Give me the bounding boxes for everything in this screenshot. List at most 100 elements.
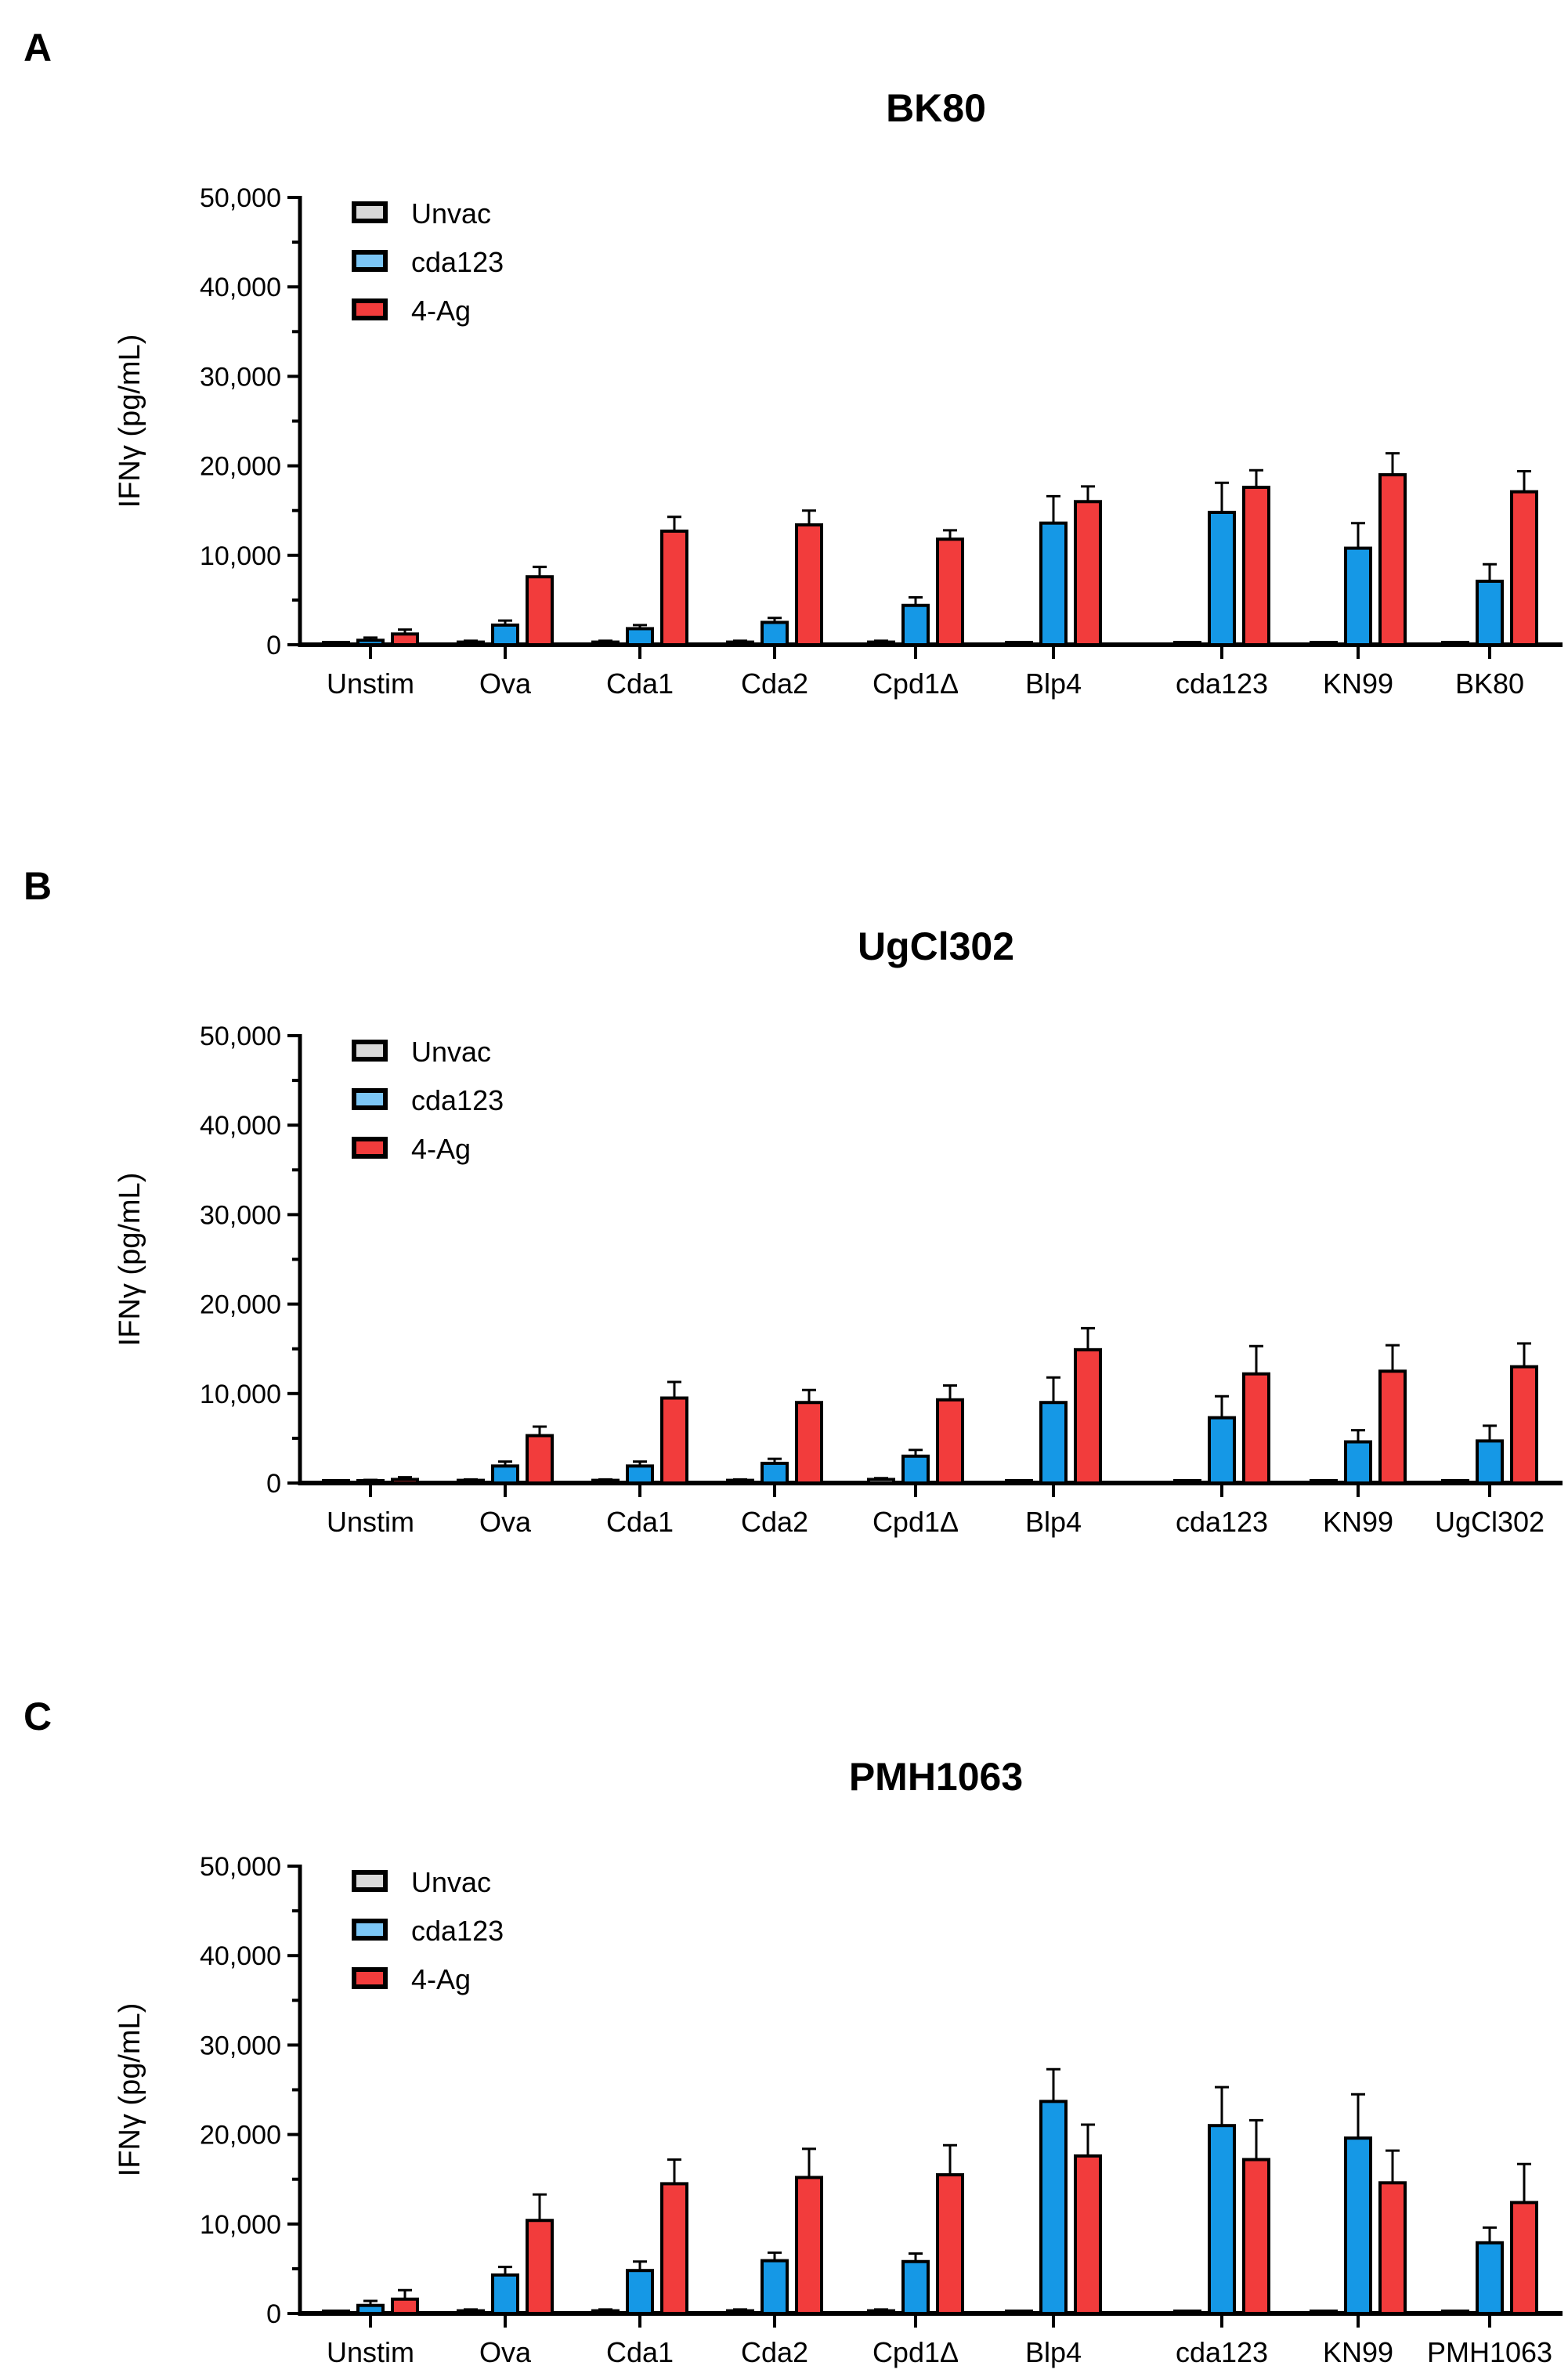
- bar-cda123: [901, 603, 930, 647]
- x-tick-label: Cda2: [741, 1506, 808, 1538]
- bar-4-ag: [1242, 1372, 1270, 1485]
- legend-label: 4-Ag: [411, 1133, 471, 1165]
- y-tick-label: 20,000: [200, 1290, 281, 1320]
- x-tick-label: cda123: [1176, 2336, 1268, 2368]
- chart-panel-c: C PMH1063 IFNγ (pg/mL) 0 10,000 20,000 30,000 4…: [23, 1695, 1563, 2368]
- bar-unvac: [322, 641, 350, 646]
- bar-cda123: [1476, 579, 1504, 647]
- legend-label: Unvac: [411, 197, 491, 230]
- bar-cda123: [901, 2259, 930, 2315]
- bar-cda123: [356, 1479, 385, 1485]
- panel-label: B: [23, 864, 52, 908]
- bar-cda123: [491, 2273, 519, 2316]
- bar-unvac: [457, 1478, 485, 1485]
- legend-label: cda123: [411, 246, 504, 278]
- x-tick-label: UgCl302: [1435, 1506, 1545, 1538]
- bar-unvac: [322, 2310, 350, 2315]
- y-axis-label: IFNγ (pg/mL): [114, 1173, 146, 1347]
- bar-4-ag: [1074, 500, 1102, 647]
- legend-swatch-4-ag: [352, 1137, 388, 1159]
- x-tick-label: Cpd1Δ: [873, 2336, 959, 2368]
- legend-swatch-4-ag: [352, 1967, 388, 1989]
- bar-unvac: [457, 2309, 485, 2315]
- bar-cda123: [626, 1464, 654, 1485]
- bar-4-ag: [526, 2219, 554, 2315]
- bar-unvac: [1173, 1479, 1201, 1485]
- y-axis-label: IFNγ (pg/mL): [114, 2003, 146, 2177]
- x-tick-label: Unstim: [327, 1506, 414, 1538]
- bar-4-ag: [391, 1478, 419, 1485]
- bar-cda123: [1476, 1439, 1504, 1485]
- bar-4-ag: [391, 2297, 419, 2316]
- y-tick-label: 30,000: [200, 2031, 281, 2060]
- x-tick-label: KN99: [1323, 1506, 1393, 1538]
- panel-label: C: [23, 1695, 52, 1738]
- y-tick-label: 0: [266, 631, 281, 660]
- x-tick-label: Cpd1Δ: [873, 1506, 959, 1538]
- legend: Unvac cda123 4-Ag: [352, 1866, 504, 1995]
- y-tick-label: 30,000: [200, 1200, 281, 1230]
- y-axis-label: IFNγ (pg/mL): [114, 335, 146, 508]
- legend-swatch-unvac: [352, 1040, 388, 1062]
- bar-4-ag: [1378, 473, 1407, 647]
- legend-swatch-unvac: [352, 201, 388, 223]
- bar-4-ag: [660, 2182, 688, 2315]
- bar-cda123: [1344, 2136, 1372, 2315]
- y-tick-label: 50,000: [200, 1852, 281, 1882]
- bar-4-ag: [526, 1434, 554, 1485]
- bar-cda123: [761, 620, 789, 647]
- bar-cda123: [1476, 2241, 1504, 2315]
- bar-unvac: [457, 640, 485, 646]
- bar-unvac: [1005, 1479, 1033, 1485]
- x-tick-label: Blp4: [1025, 667, 1082, 700]
- legend-label: Unvac: [411, 1866, 491, 1898]
- bar-cda123: [491, 623, 519, 646]
- y-tick-label: 40,000: [200, 273, 281, 302]
- bar-cda123: [761, 1461, 789, 1485]
- bar-cda123: [1208, 1416, 1236, 1485]
- legend-swatch-cda123: [352, 250, 388, 272]
- chart-title: PMH1063: [849, 1755, 1023, 1799]
- x-tick-label: Ova: [479, 667, 532, 700]
- bar-4-ag: [1378, 1369, 1407, 1485]
- bar-cda123: [1344, 1440, 1372, 1485]
- bar-unvac: [1310, 2310, 1338, 2315]
- x-tick-label: Unstim: [327, 667, 414, 700]
- y-tick-label: 50,000: [200, 1022, 281, 1051]
- x-tick-label: Ova: [479, 2336, 532, 2368]
- bar-unvac: [726, 1478, 754, 1485]
- bar-cda123: [356, 2303, 385, 2315]
- bar-unvac: [1005, 2310, 1033, 2315]
- bar-4-ag: [1242, 2158, 1270, 2315]
- bar-unvac: [591, 1478, 620, 1485]
- y-tick-label: 10,000: [200, 2210, 281, 2240]
- bar-cda123: [356, 638, 385, 646]
- bar-unvac: [1441, 641, 1469, 646]
- bar-4-ag: [936, 2172, 964, 2315]
- bar-unvac: [1173, 2310, 1201, 2315]
- bar-unvac: [867, 2309, 895, 2315]
- y-tick-label: 10,000: [200, 541, 281, 571]
- bar-unvac: [591, 640, 620, 646]
- x-tick-label: Cda1: [606, 1506, 674, 1538]
- legend-swatch-4-ag: [352, 298, 388, 320]
- y-tick-label: 20,000: [200, 452, 281, 482]
- bar-4-ag: [660, 529, 688, 646]
- bar-4-ag: [526, 575, 554, 647]
- bar-4-ag: [660, 1396, 688, 1485]
- bar-4-ag: [1074, 2154, 1102, 2316]
- x-tick-label: Cda2: [741, 667, 808, 700]
- y-tick-label: 10,000: [200, 1380, 281, 1409]
- legend-label: Unvac: [411, 1036, 491, 1068]
- bar-cda123: [1039, 1401, 1068, 1485]
- bar-4-ag: [1074, 1347, 1102, 1485]
- bar-4-ag: [1510, 2201, 1538, 2316]
- x-tick-label: KN99: [1323, 667, 1393, 700]
- y-tick-label: 30,000: [200, 362, 281, 392]
- y-tick-label: 40,000: [200, 1941, 281, 1971]
- bar-cda123: [1039, 521, 1068, 646]
- x-tick-label: Cda1: [606, 667, 674, 700]
- y-tick-label: 0: [266, 1469, 281, 1499]
- x-tick-label: Ova: [479, 1506, 532, 1538]
- bar-unvac: [1441, 2310, 1469, 2315]
